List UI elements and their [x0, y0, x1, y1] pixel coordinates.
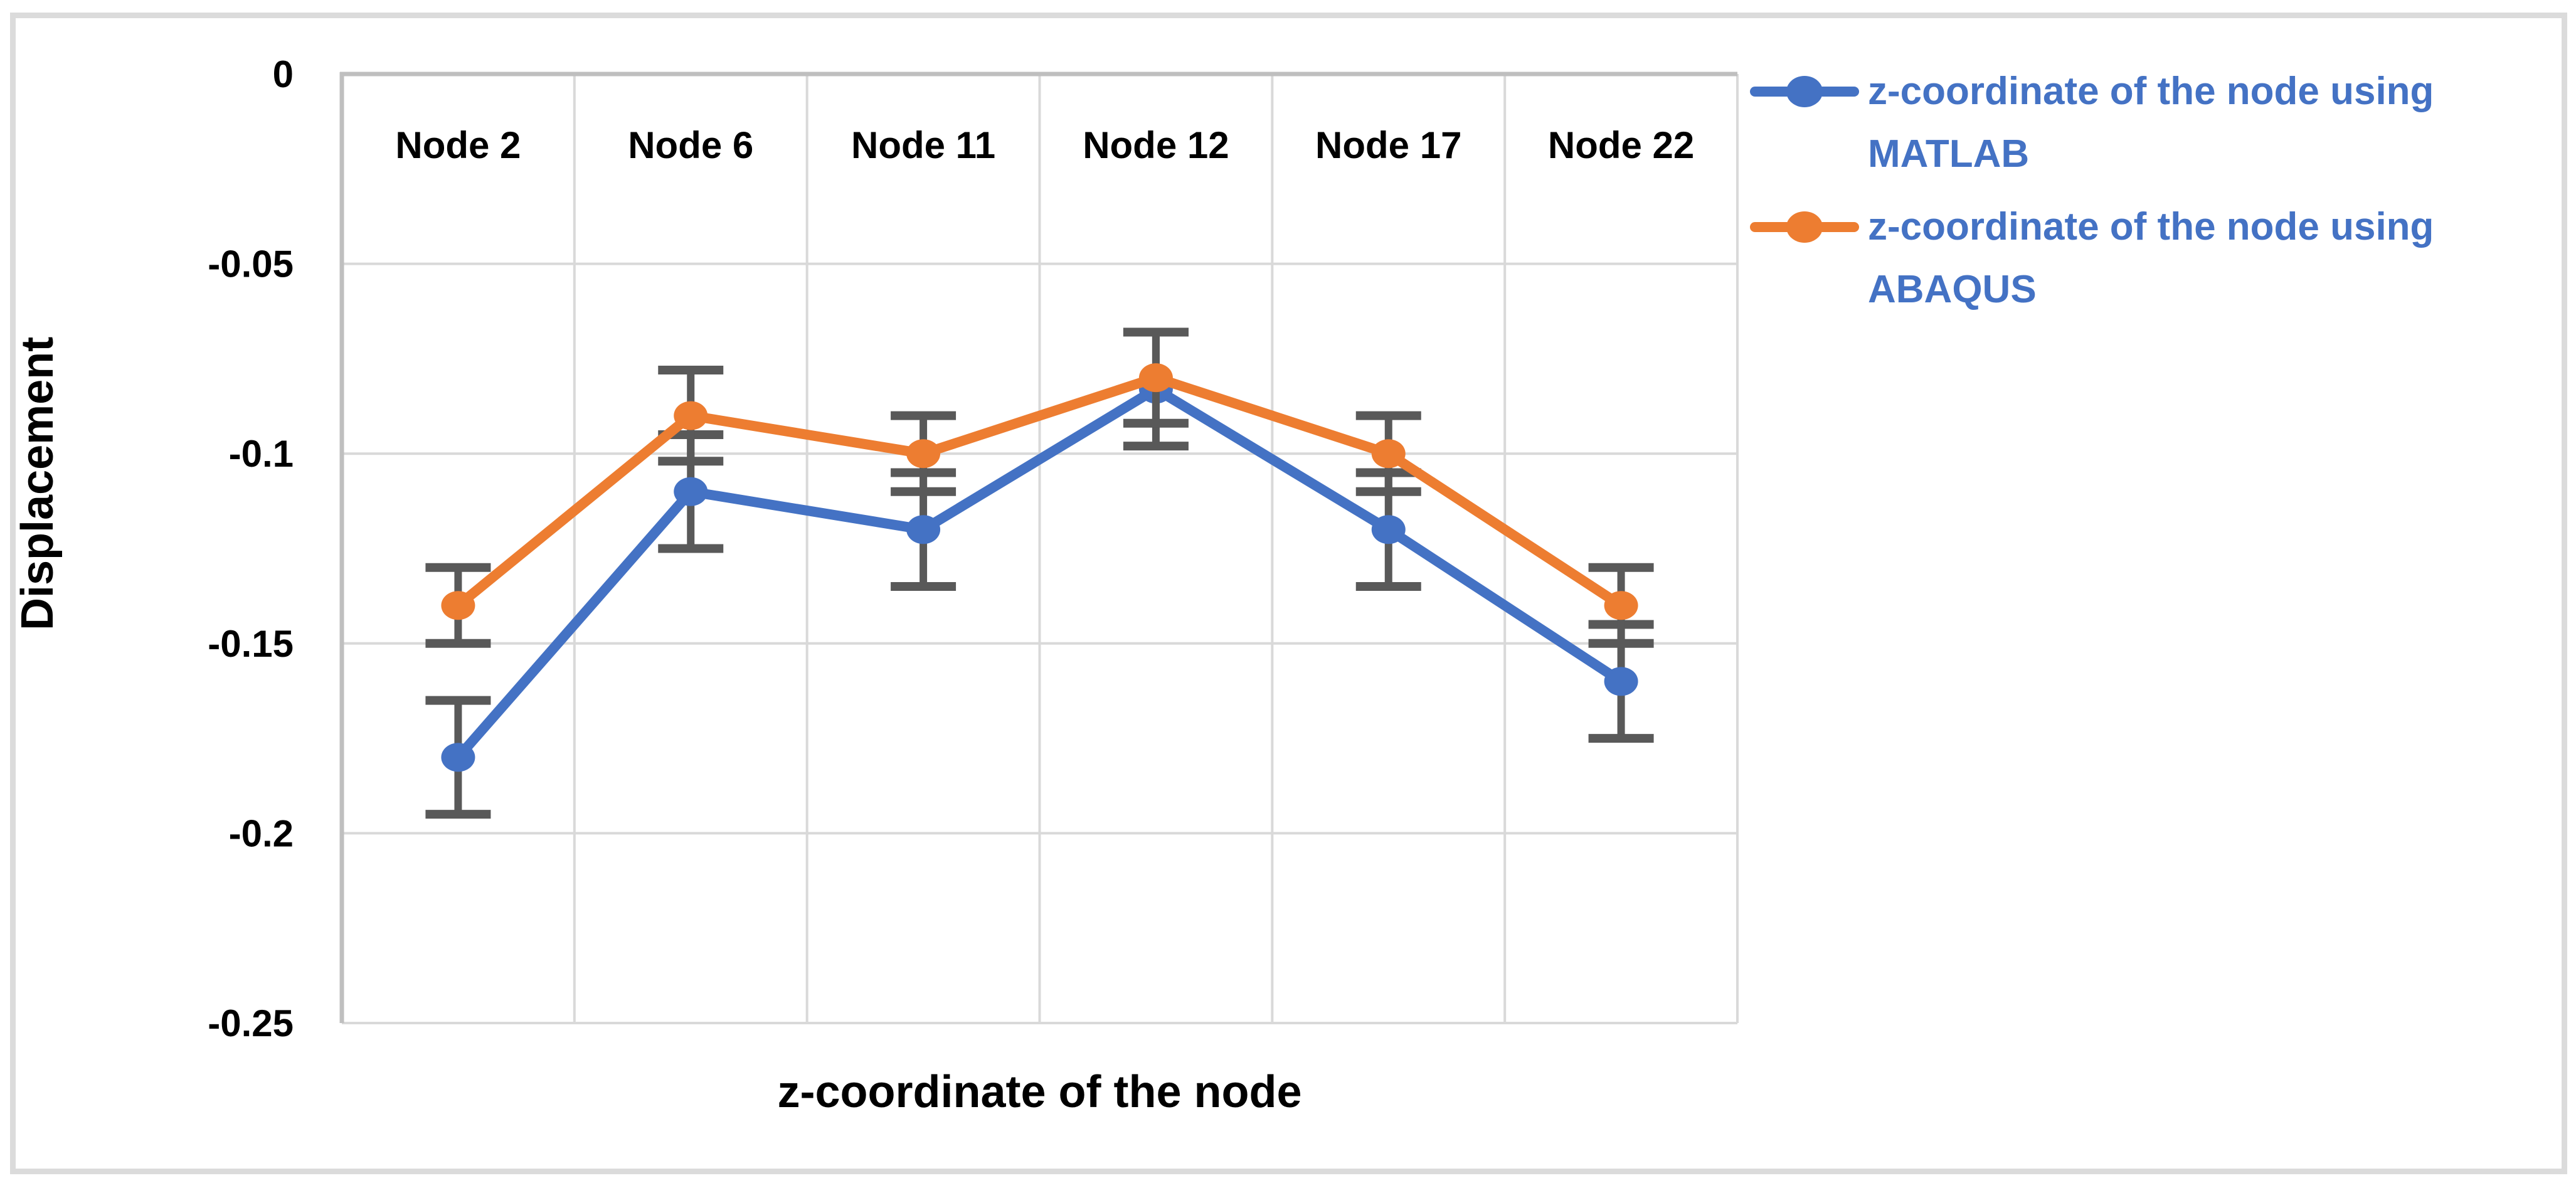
- legend-label-abaqus-line1: z-coordinate of the node using: [1868, 205, 2434, 248]
- legend-label-matlab-line1: z-coordinate of the node using: [1868, 70, 2434, 113]
- y-tick-label: -0.25: [208, 1002, 294, 1044]
- y-tick-label: -0.05: [208, 243, 294, 285]
- category-label: Node 22: [1548, 124, 1694, 166]
- data-point: [906, 515, 941, 544]
- abaqus-series-marker-icon: [1750, 196, 1859, 258]
- legend-label-matlab-line2: MATLAB: [1868, 132, 2030, 176]
- category-label: Node 2: [395, 124, 521, 166]
- data-point: [441, 591, 475, 620]
- category-label: Node 12: [1083, 124, 1229, 166]
- series-line: [453, 373, 1626, 611]
- data-point: [1138, 363, 1173, 393]
- series-line: [453, 384, 1626, 763]
- legend-dot-abaqus-icon: [1786, 211, 1823, 243]
- legend-item-abaqus: z-coordinate of the node using ABAQUS: [1750, 196, 2559, 321]
- category-label: Node 17: [1315, 124, 1461, 166]
- legend-item-matlab: z-coordinate of the node using MATLAB: [1750, 60, 2559, 186]
- y-tick-label: -0.1: [229, 433, 294, 475]
- data-point: [674, 401, 708, 430]
- data-point: [906, 439, 941, 469]
- category-label: Node 6: [628, 124, 753, 166]
- y-axis-title: Displacement: [12, 337, 63, 630]
- chart-border: [10, 13, 2567, 1174]
- data-point: [441, 743, 475, 772]
- matlab-series-marker-icon: [1750, 60, 1859, 123]
- y-tick-label: -0.2: [229, 812, 294, 854]
- legend-label-abaqus-line2: ABAQUS: [1868, 268, 2037, 311]
- legend-label-matlab: z-coordinate of the node using MATLAB: [1868, 60, 2434, 186]
- data-point: [674, 477, 708, 506]
- data-point: [1604, 667, 1638, 696]
- data-point: [1604, 591, 1638, 620]
- legend: z-coordinate of the node using MATLAB z-…: [1750, 60, 2559, 321]
- legend-dot-matlab-icon: [1786, 76, 1823, 107]
- data-point: [1371, 515, 1406, 544]
- y-tick-label: -0.15: [208, 623, 294, 665]
- y-tick-label: 0: [273, 53, 294, 95]
- x-axis-title: z-coordinate of the node: [777, 1067, 1302, 1117]
- category-label: Node 11: [851, 124, 995, 166]
- data-point: [1371, 439, 1406, 469]
- y-axis-title-text: Displacement: [13, 336, 63, 630]
- legend-label-abaqus: z-coordinate of the node using ABAQUS: [1868, 196, 2434, 321]
